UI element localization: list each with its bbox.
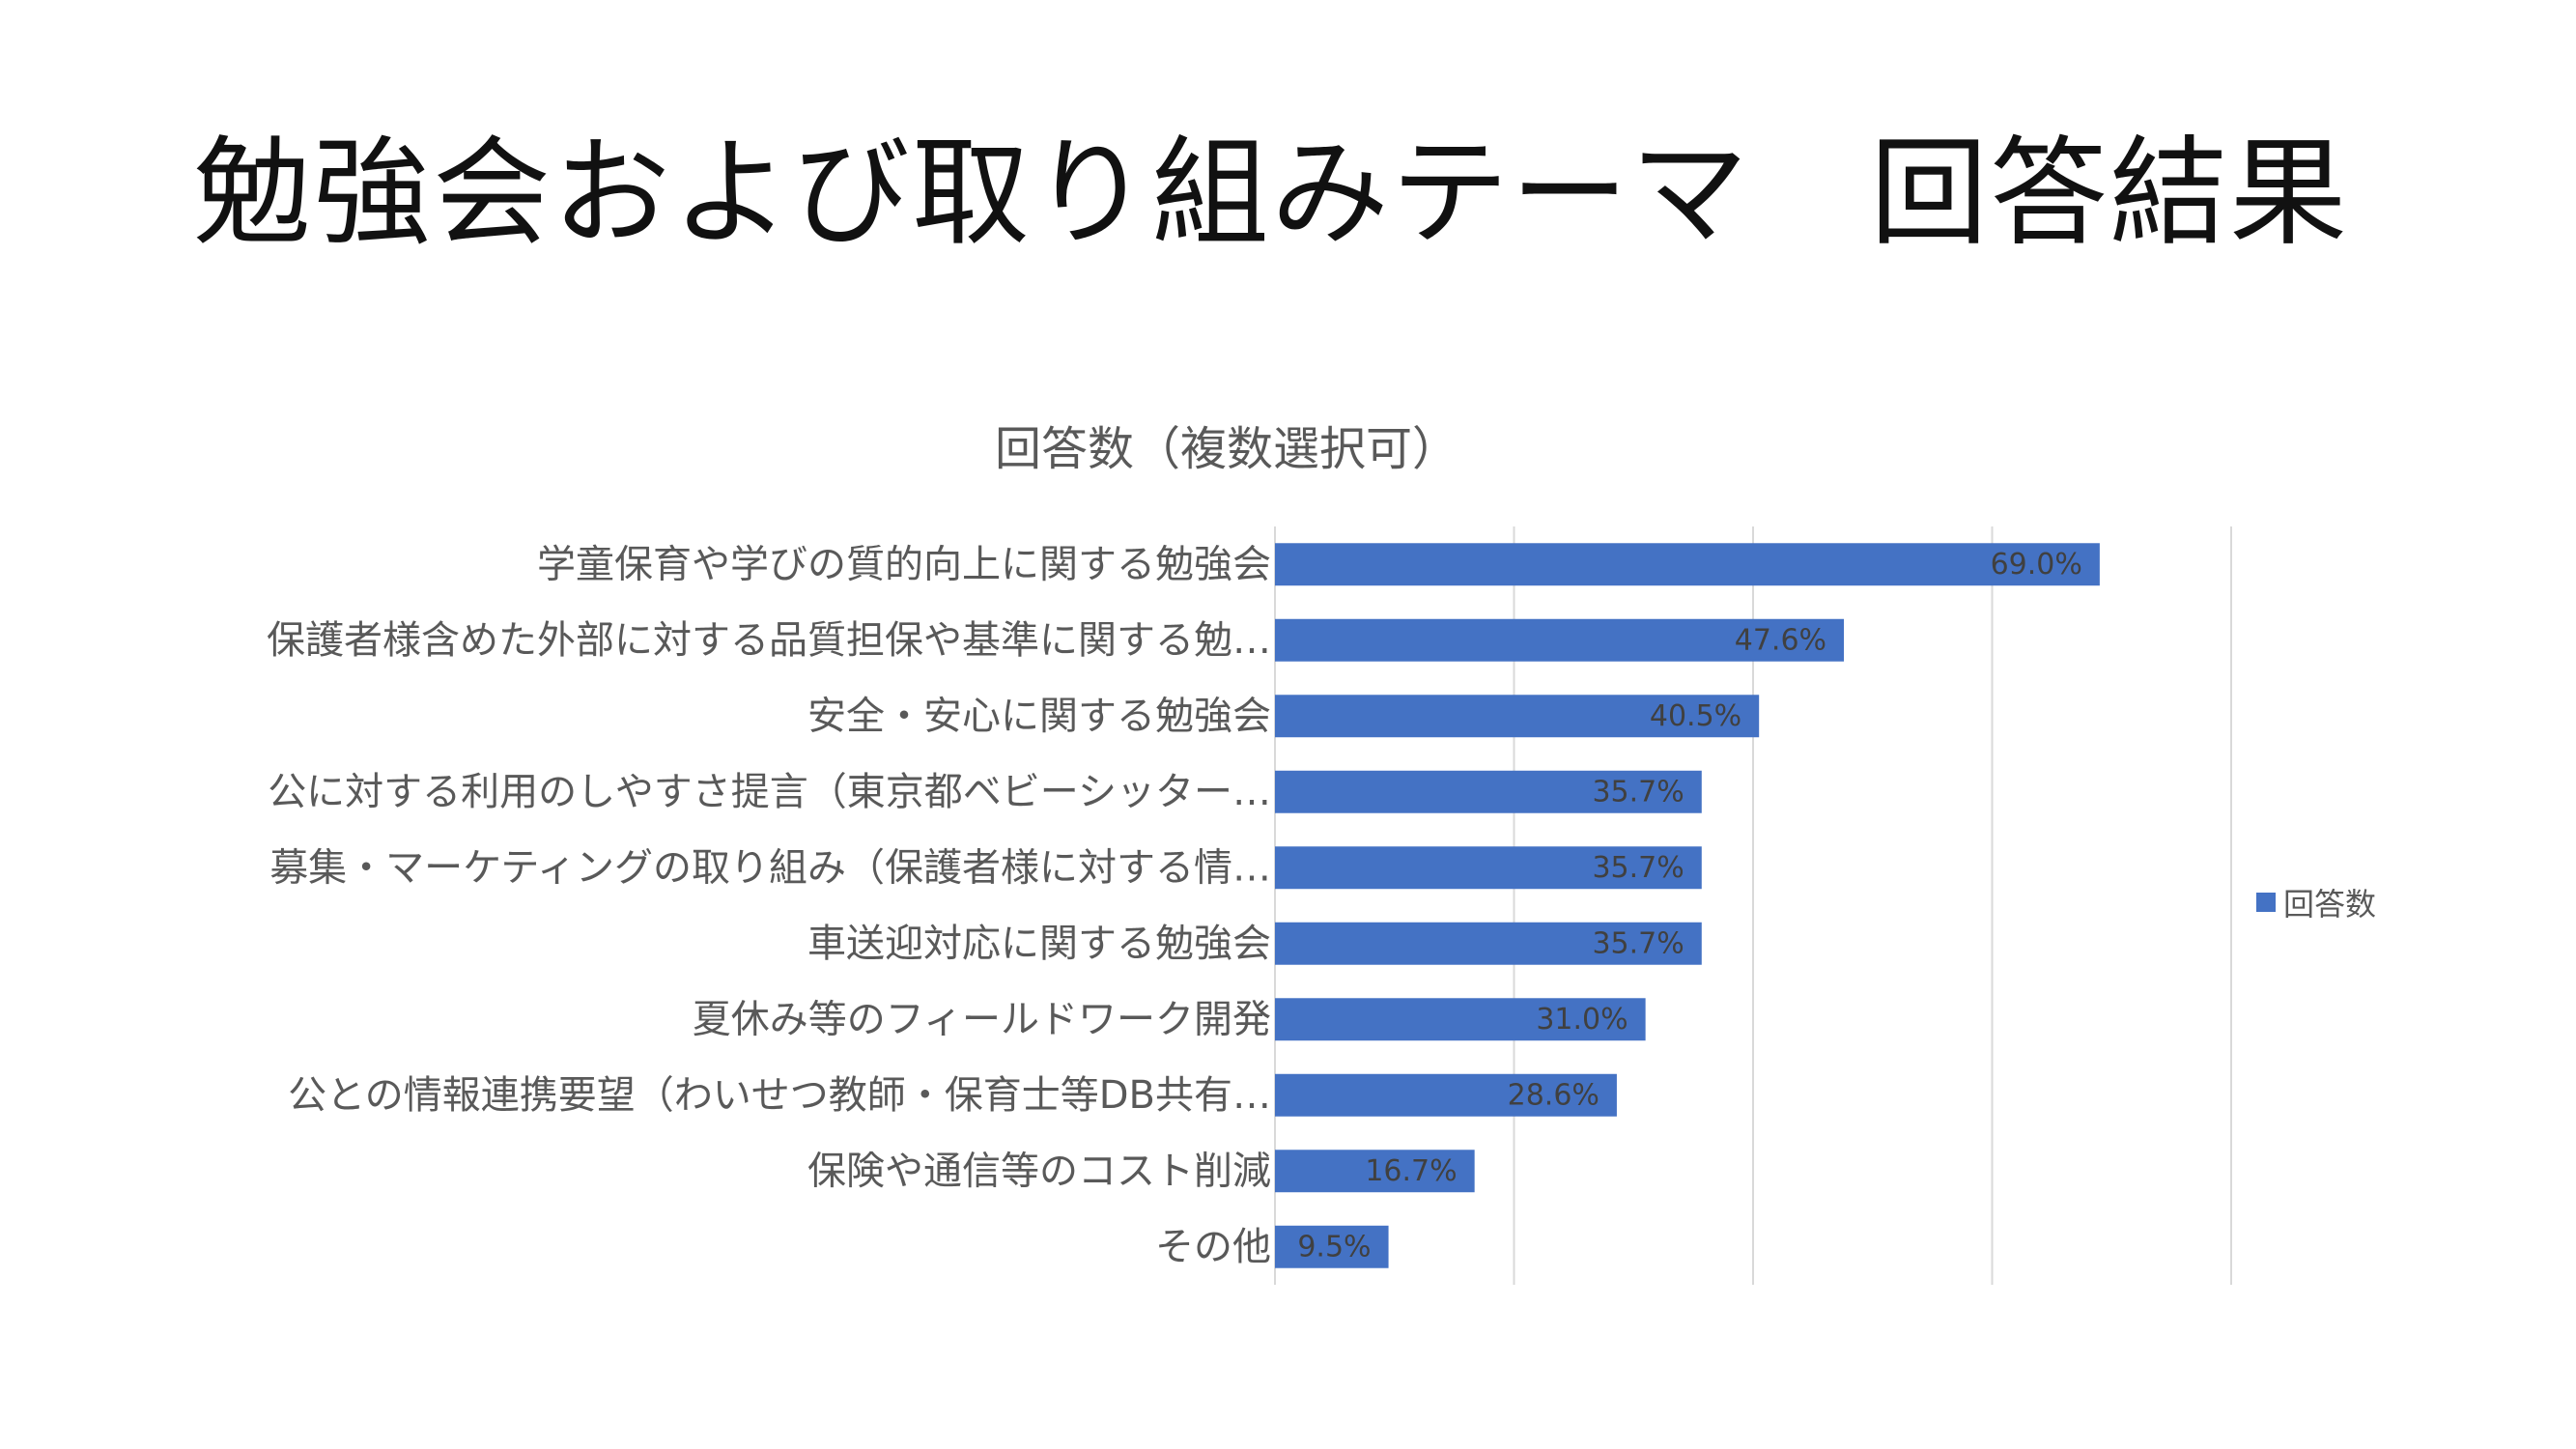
bar [1275, 1150, 1475, 1193]
category-label: 学童保育や学びの質的向上に関する勉強会 [537, 542, 1271, 586]
bar [1275, 922, 1702, 965]
category-label: 保護者様含めた外部に対する品質担保や基準に関する勉… [267, 618, 1271, 663]
bar [1275, 543, 2100, 586]
legend: 回答数 [2256, 883, 2377, 923]
bar [1275, 695, 1760, 738]
bar [1275, 998, 1646, 1041]
legend-swatch [2256, 893, 2276, 912]
data-label: 16.7% [1365, 1154, 1457, 1188]
data-label: 35.7% [1592, 775, 1684, 809]
chart-title: 回答数（複数選択可） [994, 422, 1458, 476]
slide-title: 勉強会および取り組みテーマ 回答結果 [193, 125, 2349, 262]
data-label: 47.6% [1735, 623, 1826, 657]
data-label: 40.5% [1650, 699, 1741, 733]
bar [1275, 1073, 1617, 1117]
category-label: その他 [1155, 1225, 1271, 1269]
data-label: 28.6% [1508, 1078, 1599, 1112]
category-label: 夏休み等のフィールドワーク開発 [693, 997, 1271, 1041]
category-label: 保険や通信等のコスト削減 [807, 1149, 1271, 1193]
category-label: 公に対する利用のしやすさ提言（東京都ベビーシッター… [268, 770, 1271, 814]
bar [1275, 618, 1845, 662]
data-label: 35.7% [1592, 926, 1684, 960]
data-label: 35.7% [1592, 851, 1684, 885]
bar [1275, 846, 1702, 890]
category-labels: 学童保育や学びの質的向上に関する勉強会保護者様含めた外部に対する品質担保や基準に… [267, 542, 1271, 1269]
category-label: 車送迎対応に関する勉強会 [807, 922, 1271, 966]
data-label: 69.0% [1991, 548, 2082, 582]
legend-label: 回答数 [2283, 886, 2377, 923]
category-label: 募集・マーケティングの取り組み（保護者様に対する情… [269, 845, 1271, 890]
bar [1275, 770, 1702, 813]
category-label: 安全・安心に関する勉強会 [807, 694, 1271, 738]
bars [1275, 543, 2100, 1268]
bar [1275, 1225, 1389, 1268]
data-label: 9.5% [1297, 1230, 1371, 1264]
data-label: 31.0% [1536, 1003, 1628, 1037]
data-labels: 69.0% 47.6% 40.5% 35.7% 35.7% 35.7% 31.0% 28.6%… [1297, 548, 2082, 1264]
category-label: 公との情報連携要望（わいせつ教師・保育士等DB共有… [288, 1073, 1271, 1118]
